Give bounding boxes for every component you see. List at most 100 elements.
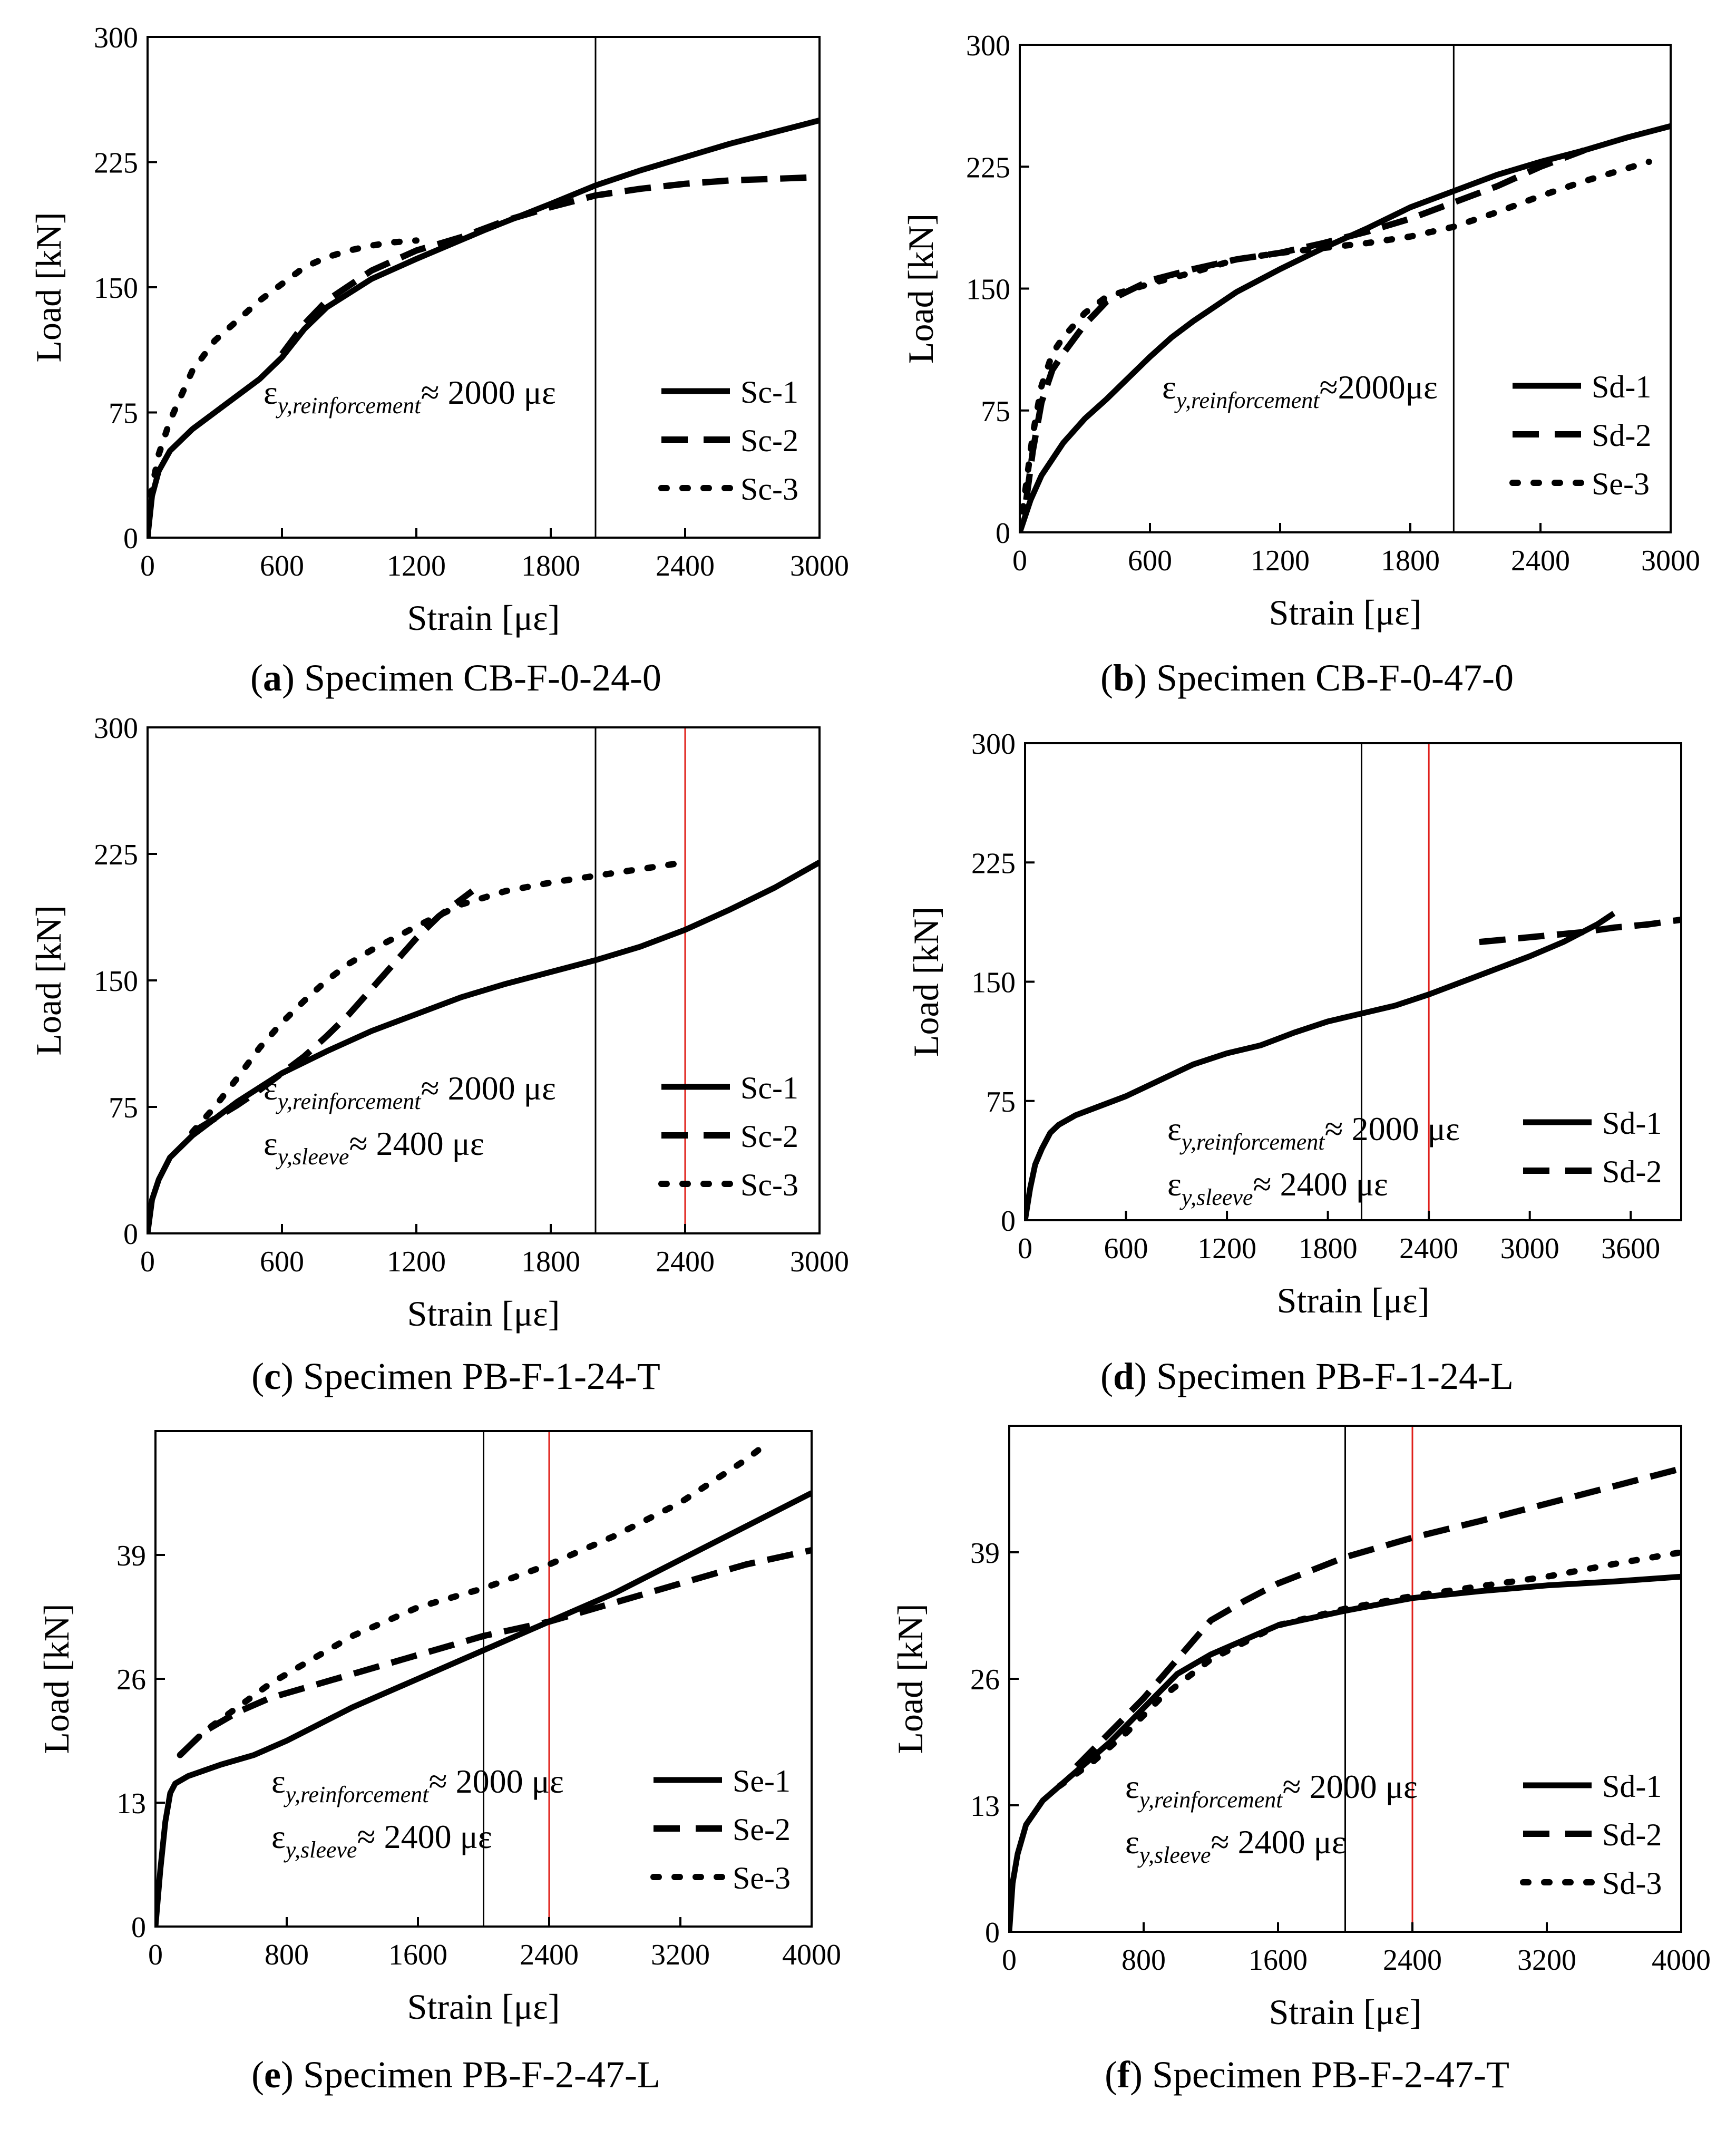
chart-panel-e: 0 800 1600 2400 3200 4000 0 13 26 39 Strain [με] Lo…	[36, 1430, 841, 2096]
y-tick-label: 225	[94, 839, 138, 871]
y-tick-label: 13	[116, 1787, 146, 1820]
x-tick-label: 4000	[1652, 1944, 1711, 1977]
x-axis-label: Strain [με]	[1269, 1992, 1422, 2032]
y-axis-label: Load [kN]	[901, 213, 941, 364]
strain-annotation: εy,reinforcement≈ 2000 με	[271, 1763, 564, 1807]
x-tick-label: 1800	[521, 550, 580, 582]
series-line-sd-3	[1056, 1549, 1681, 1789]
strain-annotation: εy,sleeve≈ 2400 με	[1125, 1823, 1346, 1868]
x-tick-label: 2400	[1399, 1232, 1458, 1265]
strain-annotation: εy,sleeve≈ 2400 με	[1167, 1165, 1388, 1210]
x-tick-label: 4000	[782, 1939, 841, 1971]
series-line-sc-1	[148, 117, 820, 538]
x-tick-label: 3000	[1641, 544, 1700, 577]
y-axis-label: Load [kN]	[28, 212, 69, 362]
x-tick-label: 3600	[1601, 1232, 1660, 1265]
y-tick-label: 0	[1001, 1205, 1016, 1238]
x-tick-label: 0	[1002, 1944, 1017, 1977]
series-line-sd-1	[1009, 1573, 1681, 1932]
strain-annotation: εy,reinforcement≈ 2000 με	[264, 374, 556, 419]
x-tick-label: 1200	[1197, 1232, 1256, 1265]
series-line-se-1	[155, 1490, 812, 1927]
x-tick-label: 1600	[1249, 1944, 1308, 1977]
plot-frame	[1024, 742, 1682, 1221]
legend-label-sd-1: Sd-1	[1602, 1769, 1662, 1804]
panel-caption: (b) Specimen CB-F-0-47-0	[1100, 657, 1514, 699]
x-tick-label: 800	[1121, 1944, 1166, 1977]
panel-caption: (e) Specimen PB-F-2-47-L	[251, 2054, 660, 2096]
y-tick-label: 75	[981, 395, 1010, 428]
strain-annotation: εy,sleeve≈ 2400 με	[264, 1125, 484, 1170]
legend-label-sd-1: Sd-1	[1592, 369, 1651, 404]
x-axis-label: Strain [με]	[407, 598, 560, 638]
y-axis-label: Load [kN]	[906, 907, 946, 1057]
x-tick-label: 600	[1128, 544, 1172, 577]
y-tick-label: 75	[986, 1086, 1016, 1119]
y-tick-label: 0	[996, 517, 1010, 550]
strain-annotation: εy,reinforcement≈ 2000 με	[1125, 1768, 1418, 1813]
x-tick-label: 600	[260, 1246, 304, 1278]
series-line-sc-2	[279, 174, 820, 356]
y-tick-label: 0	[123, 522, 138, 555]
chart-panel-a: 0 600 1200 1800 2400 3000 0 75 150 225 300 Strain […	[28, 22, 849, 699]
panel-caption: (a) Specimen CB-F-0-24-0	[250, 657, 661, 699]
x-tick-label: 2400	[520, 1939, 579, 1971]
x-tick-label: 1200	[387, 1246, 446, 1278]
legend-label-sd-2: Sd-2	[1592, 418, 1651, 453]
legend-label-sc-2: Sc-2	[740, 1119, 798, 1154]
legend-label-se-3: Se-3	[733, 1861, 791, 1895]
legend-label-sc-1: Sc-1	[740, 375, 798, 410]
x-tick-label: 3200	[1517, 1944, 1576, 1977]
legend-label-se-2: Se-2	[733, 1812, 791, 1847]
x-tick-label: 1200	[387, 550, 446, 582]
y-tick-label: 0	[985, 1917, 1000, 1949]
y-tick-label: 75	[109, 1092, 138, 1124]
chart-panel-d: 0 600 1200 1800 2400 3000 3600 0 75 150 225 300 Stra…	[906, 728, 1682, 1397]
legend-label-sd-1: Sd-1	[1602, 1106, 1662, 1141]
y-tick-label: 39	[116, 1540, 146, 1572]
series-line-sd-1	[1025, 911, 1616, 1220]
x-tick-label: 600	[1104, 1232, 1148, 1265]
strain-annotation: εy,sleeve≈ 2400 με	[271, 1818, 492, 1863]
series-line-sd-2	[1479, 916, 1681, 946]
legend-label-sc-3: Sc-3	[740, 472, 798, 507]
series-line-sc-3	[189, 859, 688, 1135]
x-tick-label: 600	[260, 550, 304, 582]
x-tick-label: 0	[148, 1939, 163, 1971]
y-tick-label: 150	[971, 967, 1016, 999]
legend-label-sd-2: Sd-2	[1602, 1817, 1662, 1852]
x-tick-label: 800	[265, 1939, 309, 1971]
legend-label-sd-3: Sd-3	[1602, 1866, 1662, 1901]
series-line-sd-2	[1023, 147, 1585, 501]
panel-caption: (f) Specimen PB-F-2-47-T	[1105, 2054, 1509, 2096]
x-tick-label: 3200	[651, 1939, 710, 1971]
x-tick-label: 2400	[656, 1246, 715, 1278]
y-tick-label: 13	[970, 1790, 1000, 1823]
y-tick-label: 300	[94, 712, 138, 745]
x-axis-label: Strain [με]	[407, 1987, 560, 2027]
y-axis-label: Load [kN]	[890, 1603, 930, 1754]
x-tick-label: 0	[1012, 544, 1027, 577]
y-tick-label: 75	[109, 397, 138, 430]
strain-annotation: εy,reinforcement≈ 2000 με	[264, 1069, 556, 1114]
legend-label-sc-1: Sc-1	[740, 1071, 798, 1105]
series-line-sc-3	[148, 237, 420, 538]
chart-panel-c: 0 600 1200 1800 2400 3000 0 75 150 225 300 Strain […	[28, 712, 849, 1397]
x-tick-label: 2400	[656, 550, 715, 582]
y-axis-label: Load [kN]	[36, 1603, 76, 1754]
y-tick-label: 0	[123, 1218, 138, 1251]
x-tick-label: 1800	[1299, 1232, 1358, 1265]
legend-label-sd-2: Sd-2	[1602, 1154, 1662, 1189]
y-tick-label: 300	[94, 22, 138, 54]
chart-panel-f: 0 800 1600 2400 3200 4000 0 13 26 39 Strain [με] Lo…	[890, 1425, 1711, 2096]
y-tick-label: 150	[94, 965, 138, 998]
chart-panel-b: 0 600 1200 1800 2400 3000 0 75 150 225 300 Strain […	[901, 30, 1700, 699]
panel-caption: (d) Specimen PB-F-1-24-L	[1100, 1355, 1514, 1397]
y-tick-label: 39	[970, 1537, 1000, 1570]
x-tick-label: 3000	[790, 550, 849, 582]
y-tick-label: 225	[971, 847, 1016, 880]
y-tick-label: 225	[94, 147, 138, 180]
legend-label-sc-2: Sc-2	[740, 423, 798, 458]
x-axis-label: Strain [με]	[407, 1293, 560, 1334]
y-tick-label: 26	[116, 1664, 146, 1696]
